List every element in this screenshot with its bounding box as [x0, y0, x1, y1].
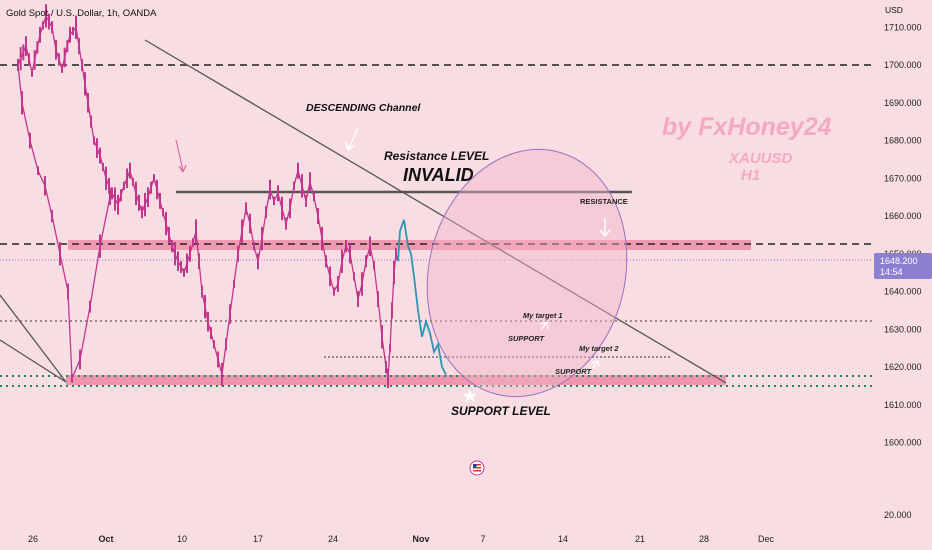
- date-tick-label: 26: [28, 534, 38, 544]
- price-tick-label: 1700.000: [884, 60, 922, 70]
- time-axis: 26 Oct 10 17 24 Nov 7 14 21 28 Dec: [28, 534, 775, 544]
- date-tick-label: 24: [328, 534, 338, 544]
- projection-ellipse: [426, 148, 628, 398]
- date-tick-label: Dec: [758, 534, 775, 544]
- date-tick-label: 17: [253, 534, 263, 544]
- channel-lower-line-a: [0, 339, 67, 383]
- price-tick-label: 1660.000: [884, 211, 922, 221]
- price-tick-label: 1710.000: [884, 22, 922, 32]
- star-icon: [463, 389, 477, 402]
- price-tick-label: 1620.000: [884, 362, 922, 372]
- support-1-label: SUPPORT: [508, 334, 546, 343]
- watermark-symbol: XAUUSD: [728, 150, 793, 167]
- symbol-title[interactable]: Gold Spot / U.S. Dollar, 1h, OANDA: [6, 8, 157, 19]
- descending-channel-label: DESCENDING Channel: [306, 102, 421, 114]
- price-tick-label: 1690.000: [884, 98, 922, 108]
- date-tick-label: 21: [635, 534, 645, 544]
- flag-logo-icon: [469, 460, 485, 476]
- price-tick-label: 1610.000: [884, 400, 922, 410]
- current-price-value: 1648.200: [880, 256, 918, 266]
- date-tick-label: 10: [177, 534, 187, 544]
- support-zone: [66, 375, 726, 385]
- down-arrow-icon: [345, 127, 359, 151]
- support-level-label: SUPPORT LEVEL: [451, 404, 551, 418]
- current-price-tag[interactable]: [874, 253, 932, 279]
- price-path: [17, 14, 399, 379]
- price-tick-label: 1600.000: [884, 438, 922, 448]
- date-tick-label: 14: [558, 534, 568, 544]
- watermark-author: by FxHoney24: [662, 113, 832, 141]
- price-tick-label: 1670.000: [884, 173, 922, 183]
- channel-lower-line-b: [0, 294, 67, 383]
- date-tick-label: Nov: [412, 534, 429, 544]
- date-tick-label: Oct: [98, 534, 113, 544]
- target-2-label: My target 2: [579, 344, 619, 353]
- date-tick-label: 7: [480, 534, 485, 544]
- price-tick-label: 1680.000: [884, 136, 922, 146]
- resistance-level-label: Resistance LEVEL: [384, 149, 489, 163]
- invalid-label: INVALID: [403, 165, 474, 185]
- up-arrow-icon: [539, 321, 549, 331]
- price-tick-label: 20.000: [884, 510, 912, 520]
- descending-trendline: [144, 39, 727, 384]
- currency-label: USD: [885, 5, 903, 15]
- watermark-timeframe: H1: [741, 167, 760, 184]
- down-arrow-icon: [599, 218, 611, 237]
- projection-path: [397, 219, 447, 375]
- target-1-label: My target 1: [523, 311, 563, 320]
- up-arrow-icon: [591, 360, 600, 369]
- resistance-zone: [68, 240, 751, 250]
- price-candles: [17, 4, 397, 389]
- current-price-countdown: 14:54: [880, 267, 903, 277]
- resistance-label: RESISTANCE: [580, 197, 628, 206]
- support-2-label: SUPPORT: [555, 367, 593, 376]
- price-tick-label: 1630.000: [884, 324, 922, 334]
- down-arrow-icon: [175, 139, 187, 173]
- price-tick-label: 1640.000: [884, 287, 922, 297]
- date-tick-label: 28: [699, 534, 709, 544]
